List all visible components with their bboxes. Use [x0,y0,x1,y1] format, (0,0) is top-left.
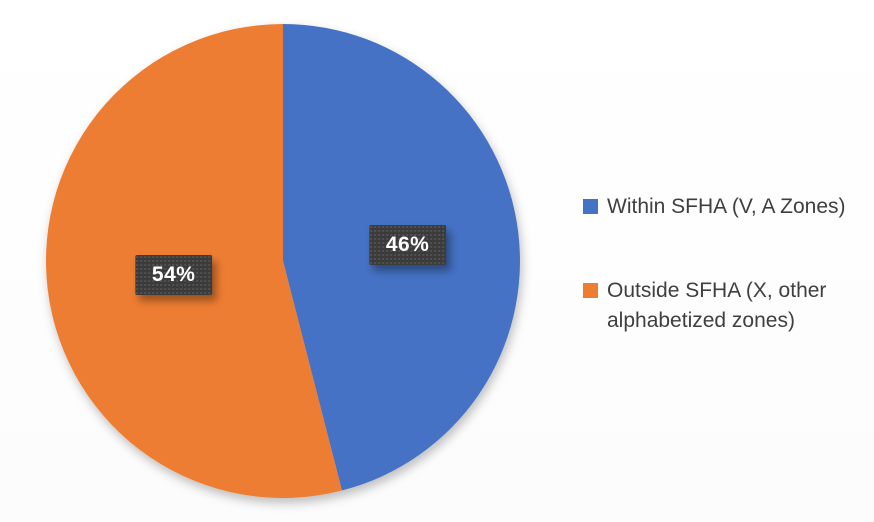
legend-label-within-sfha: Within SFHA (V, A Zones) [607,195,846,218]
legend-swatch-within-sfha [583,199,598,214]
legend-item-outside-sfha: Outside SFHA (X, other alphabetized zone… [583,276,859,336]
legend-swatch-outside-sfha [583,283,598,298]
data-label-outside-sfha: 54% [134,254,213,295]
data-label-within-sfha: 46% [368,225,447,266]
legend: Within SFHA (V, A Zones) Outside SFHA (X… [583,192,859,336]
legend-label-outside-sfha: Outside SFHA (X, other alphabetized zone… [607,279,827,332]
legend-item-within-sfha: Within SFHA (V, A Zones) [583,192,859,222]
